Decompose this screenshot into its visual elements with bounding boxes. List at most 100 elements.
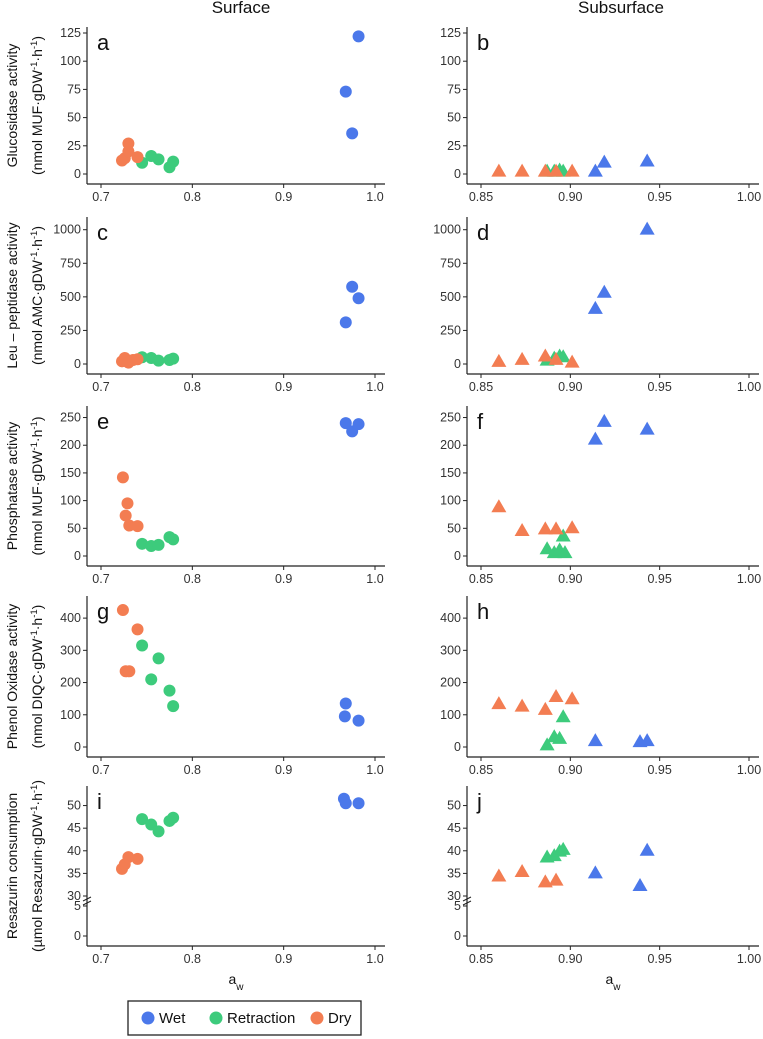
panel-i: 0 530 35 40 45 50 0.7 0.8 0.9 1.0 i Resazurin consu… bbox=[4, 780, 385, 993]
y-tick-label: 75 bbox=[67, 82, 81, 96]
point-dry bbox=[122, 851, 135, 864]
point-wet bbox=[338, 710, 351, 723]
x-tick-label: 0.8 bbox=[184, 952, 201, 966]
point-wet bbox=[596, 284, 612, 298]
point-wet bbox=[587, 163, 603, 177]
y-tick-label: 0 bbox=[74, 929, 81, 943]
y-tick-label: 250 bbox=[440, 411, 461, 425]
y-tick-label: 5 bbox=[454, 899, 461, 913]
point-wet bbox=[639, 733, 655, 747]
x-tick-label: 0.95 bbox=[647, 952, 671, 966]
point-dry bbox=[564, 520, 580, 534]
point-wet bbox=[632, 877, 648, 891]
panel-label: j bbox=[476, 789, 482, 814]
point-wet bbox=[639, 421, 655, 435]
point-dry bbox=[514, 163, 530, 177]
x-tick-label: 1.00 bbox=[737, 952, 761, 966]
point-retraction bbox=[167, 700, 180, 713]
point-dry bbox=[131, 353, 144, 366]
point-retraction bbox=[552, 730, 568, 744]
panel-label: i bbox=[97, 789, 102, 814]
point-wet bbox=[596, 154, 612, 168]
point-retraction bbox=[557, 545, 573, 559]
point-dry bbox=[491, 868, 507, 882]
y-tick-label: 100 bbox=[440, 708, 461, 722]
y-tick-label: 150 bbox=[60, 466, 81, 480]
x-tick-label: 0.90 bbox=[558, 380, 582, 394]
point-dry bbox=[491, 163, 507, 177]
x-tick-label: 0.90 bbox=[558, 190, 582, 204]
point-wet bbox=[352, 418, 365, 431]
legend-label-retraction: Retraction bbox=[227, 1010, 295, 1027]
y-tick-label: 75 bbox=[447, 82, 461, 96]
x-axis-title: aw bbox=[228, 971, 244, 993]
x-tick-label: 1.00 bbox=[737, 190, 761, 204]
y-tick-label: 50 bbox=[67, 111, 81, 125]
x-tick-label: 0.9 bbox=[275, 380, 292, 394]
panel-a: 0 25 50 75 100 125 0.7 0.8 0.9 1.0 a Glucosidase ac… bbox=[4, 26, 385, 204]
x-tick-label: 0.9 bbox=[275, 572, 292, 586]
point-dry bbox=[564, 163, 580, 177]
point-dry bbox=[514, 523, 530, 537]
y-tick-label: 45 bbox=[67, 821, 81, 835]
point-dry bbox=[537, 163, 553, 177]
point-retraction bbox=[555, 528, 571, 542]
y-tick-label: 100 bbox=[60, 494, 81, 508]
point-retraction bbox=[163, 684, 176, 697]
y-tick-label: 500 bbox=[440, 290, 461, 304]
point-dry bbox=[491, 499, 507, 513]
panel-c: 0 250 500 750 1000 0.7 0.8 0.9 1.0 c Leu – peptida… bbox=[4, 217, 385, 394]
y-axis-units: (nmol MUF·gDW-1·h-1) bbox=[29, 416, 46, 555]
point-retraction bbox=[555, 709, 571, 723]
point-dry bbox=[548, 872, 564, 886]
point-retraction bbox=[539, 737, 555, 751]
point-wet bbox=[352, 292, 365, 305]
y-tick-label: 400 bbox=[440, 611, 461, 625]
point-retraction bbox=[152, 825, 165, 838]
y-axis-units: (nmol DIQC·gDW-1·h-1) bbox=[29, 605, 46, 749]
point-retraction bbox=[152, 354, 165, 367]
point-wet bbox=[352, 30, 365, 43]
y-tick-label: 0 bbox=[454, 549, 461, 563]
point-retraction bbox=[555, 841, 571, 855]
point-wet bbox=[352, 714, 365, 727]
point-dry bbox=[514, 863, 530, 877]
point-wet bbox=[339, 85, 352, 98]
point-dry bbox=[537, 874, 553, 888]
y-tick-label: 100 bbox=[60, 54, 81, 68]
x-tick-label: 1.00 bbox=[737, 572, 761, 586]
point-retraction bbox=[539, 541, 555, 555]
panel-label: a bbox=[97, 30, 110, 55]
point-retraction bbox=[152, 153, 165, 166]
legend-marker-dry bbox=[310, 1011, 324, 1025]
x-tick-label: 1.0 bbox=[366, 572, 383, 586]
y-tick-label: 250 bbox=[60, 323, 81, 337]
x-tick-label: 0.90 bbox=[558, 572, 582, 586]
panel-f: 0 50 100 150 200 250 0.85 0.90 0.95 1.00 f bbox=[440, 406, 761, 586]
panel-b: 0 25 50 75 100 125 0.85 0.90 0.95 1.00 b bbox=[440, 26, 761, 204]
panel-label: g bbox=[97, 599, 109, 624]
y-tick-label: 150 bbox=[440, 466, 461, 480]
point-retraction bbox=[136, 813, 149, 826]
y-tick-label: 200 bbox=[60, 676, 81, 690]
y-tick-label: 500 bbox=[60, 290, 81, 304]
y-tick-label: 200 bbox=[440, 438, 461, 452]
point-retraction bbox=[167, 811, 180, 824]
point-dry bbox=[116, 604, 129, 617]
y-tick-label: 250 bbox=[60, 411, 81, 425]
point-retraction bbox=[152, 652, 165, 665]
legend-label-dry: Dry bbox=[328, 1010, 352, 1027]
y-tick-label: 300 bbox=[60, 643, 81, 657]
point-dry bbox=[121, 497, 134, 510]
y-axis-title: Resazurin consumption bbox=[4, 793, 20, 939]
x-tick-label: 0.85 bbox=[469, 763, 493, 777]
point-retraction bbox=[167, 533, 180, 546]
y-tick-label: 100 bbox=[60, 708, 81, 722]
y-tick-label: 35 bbox=[67, 866, 81, 880]
y-tick-label: 100 bbox=[440, 54, 461, 68]
x-tick-label: 0.8 bbox=[184, 190, 201, 204]
point-retraction bbox=[136, 537, 149, 550]
y-tick-label: 750 bbox=[440, 256, 461, 270]
y-tick-label: 30 bbox=[447, 889, 461, 903]
x-tick-label: 0.7 bbox=[92, 380, 109, 394]
